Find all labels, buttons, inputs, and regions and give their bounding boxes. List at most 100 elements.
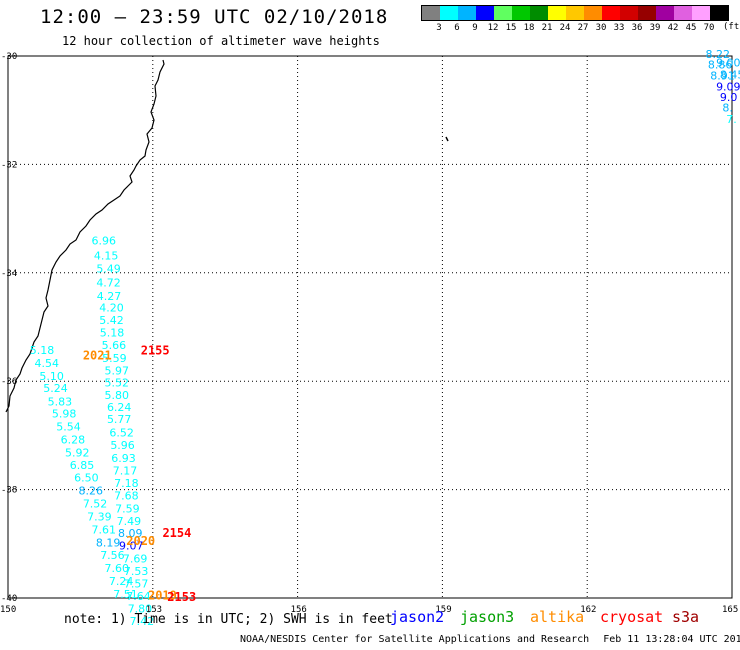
wave-height-value: 7.53	[124, 565, 149, 578]
pass-time-label: 2021	[83, 349, 112, 363]
pass-time-label: 2154	[162, 526, 191, 540]
scale-label: 30	[595, 23, 607, 33]
wave-height-value: 6.85	[70, 459, 95, 472]
wave-height-value: 7.49	[117, 515, 142, 528]
wave-height-value: 5.49	[96, 262, 121, 275]
scale-label: 9	[472, 23, 478, 33]
wave-height-value: 5.97	[105, 364, 129, 377]
legend-altika: altika	[530, 608, 585, 626]
lon-tick-label: 156	[291, 605, 307, 615]
pass-time-label: 2020	[126, 534, 155, 548]
wave-height-value: 5.98	[52, 408, 77, 421]
wave-height-value: 8.86	[708, 59, 733, 72]
wave-height-value: 7.61	[92, 524, 117, 537]
scale-label: 39	[649, 23, 661, 33]
wave-height-value: 7.52	[83, 498, 108, 511]
wave-height-value: 6.24	[107, 401, 131, 414]
scale-label: 21	[541, 23, 553, 33]
wave-height-value: 8.91	[710, 70, 735, 83]
wave-height-value: 5.92	[65, 447, 90, 460]
pass-time-label: 2153	[167, 590, 196, 604]
wave-height-value: 8.19	[96, 537, 121, 550]
legend-s3a: s3a	[672, 608, 700, 626]
wave-height-value: 7.64	[126, 590, 150, 603]
wave-height-value: 8.26	[78, 485, 103, 498]
wave-height-value: 7.42	[130, 615, 155, 628]
wave-height-value: 7.56	[100, 549, 125, 562]
wave-height-value: 7.80	[128, 602, 152, 615]
wave-height-value: 7.51	[113, 588, 138, 601]
lat-tick-label: -32	[1, 160, 17, 170]
scale-label: 6	[454, 23, 460, 33]
scale-swatch	[584, 6, 602, 20]
scale-swatch	[530, 6, 548, 20]
scale-label: 15	[505, 23, 517, 33]
timestamp: Feb 11 13:28:04 UTC 2018	[603, 634, 740, 645]
wave-height-value: 4.54	[35, 357, 60, 370]
wave-height-value: 5.80	[105, 389, 129, 402]
wave-height-value: 9.00	[716, 57, 740, 70]
lon-tick-label: 159	[435, 605, 451, 615]
wave-height-value: 7.59	[115, 503, 140, 516]
wave-height-value: 5.77	[107, 413, 131, 426]
color-scale-unit: (ft)	[723, 22, 740, 32]
map-grid	[8, 56, 732, 598]
wave-height-value: 4.27	[97, 290, 122, 303]
island	[445, 136, 449, 142]
scale-label: 70	[703, 23, 715, 33]
scale-label: 3	[436, 23, 442, 33]
scale-swatch	[476, 6, 494, 20]
wave-height-value: 7.18	[114, 477, 139, 490]
wave-height-value: 5.96	[110, 439, 135, 452]
wave-height-value: 4.20	[99, 301, 124, 314]
pass-time-label: 2019	[148, 588, 177, 602]
wave-height-value: 5.10	[39, 370, 64, 383]
footer-note: note: 1) Time is in UTC; 2) SWH is in fe…	[64, 612, 393, 627]
wave-height-value: 8.	[722, 101, 733, 114]
wave-height-value: 5.42	[99, 314, 124, 327]
map-frame	[7, 55, 733, 599]
wave-height-value: 5.18	[100, 326, 125, 339]
scale-swatch	[458, 6, 476, 20]
wave-height-value: 6.52	[109, 427, 134, 440]
color-scale-labels: 3 6 9 12 15 18 21 24 27 30 33 36 39 42 45 70	[421, 21, 729, 33]
wave-height-value: 6.50	[74, 472, 99, 485]
page-subtitle: 12 hour collection of altimeter wave hei…	[62, 34, 380, 48]
scale-swatch	[494, 6, 512, 20]
scale-label: 45	[685, 23, 697, 33]
wave-height-value: 9.09	[716, 80, 740, 93]
scale-label: 42	[667, 23, 679, 33]
wave-height-value: 8.09	[118, 527, 143, 540]
wave-height-value: 8.45	[720, 68, 740, 81]
lat-tick-label: -40	[1, 594, 17, 604]
scale-swatch	[548, 6, 566, 20]
coastline	[5, 59, 165, 413]
wave-height-value: 9.0	[720, 91, 738, 104]
wave-height-value: 5.59	[102, 352, 127, 365]
credit-line: NOAA/NESDIS Center for Satellite Applica…	[240, 634, 740, 645]
lon-tick-label: 150	[0, 605, 16, 615]
scale-swatch	[566, 6, 584, 20]
scale-swatch	[602, 6, 620, 20]
scale-swatch	[512, 6, 530, 20]
wave-height-value: 7.17	[113, 465, 138, 478]
wave-height-value: 7.39	[87, 511, 112, 524]
wave-height-value: 7.69	[123, 552, 148, 565]
page-title: 12:00 – 23:59 UTC 02/10/2018	[40, 6, 389, 28]
wave-height-value: 5.66	[102, 339, 127, 352]
wave-height-labels: 6.964.155.494.724.274.205.425.185.665.59…	[30, 48, 740, 628]
lat-tick-label: -30	[1, 52, 17, 62]
wave-height-value: 5.18	[30, 344, 55, 357]
scale-swatch	[620, 6, 638, 20]
scale-swatch	[710, 6, 728, 20]
scale-label: 33	[613, 23, 625, 33]
lon-tick-label: 162	[580, 605, 596, 615]
wave-height-value: 4.72	[96, 277, 121, 290]
wave-height-value: 5.54	[56, 421, 80, 434]
wave-height-value: 6.28	[61, 434, 86, 447]
scale-swatch	[440, 6, 458, 20]
wave-height-value: 4.15	[94, 249, 119, 262]
axis-tick-labels: 150 153 156 159 162 165 -30 -32 -34 -36 -38 -40	[0, 52, 738, 615]
scale-label: 27	[577, 23, 589, 33]
